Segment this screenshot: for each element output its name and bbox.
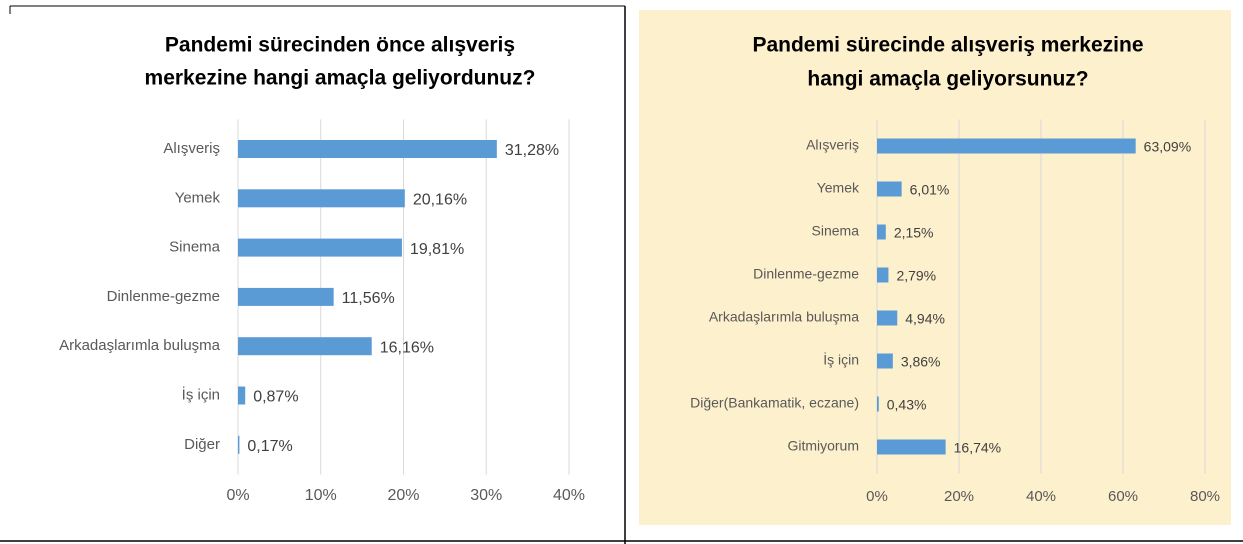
chart-title: Pandemi sürecinde alışveriş merkezine: [752, 34, 1143, 57]
x-tick-label: 20%: [387, 487, 419, 504]
data-label: 2,79%: [896, 268, 936, 284]
bar: [877, 439, 946, 455]
data-label: 2,15%: [894, 225, 934, 241]
data-label: 19,81%: [410, 241, 464, 258]
data-label: 11,56%: [342, 290, 395, 307]
x-tick-label: 40%: [1026, 488, 1056, 505]
bar: [877, 267, 889, 283]
chart-title: Pandemi sürecinden önce alışveriş: [165, 34, 515, 57]
y-tick-label: Diğer: [184, 436, 220, 453]
bar: [238, 386, 246, 405]
chart-title: hangi amaçla geliyorsunuz?: [807, 68, 1088, 91]
x-tick-label: 30%: [470, 487, 502, 504]
y-tick-label: Sinema: [169, 239, 221, 256]
x-tick-label: 20%: [944, 488, 974, 505]
y-tick-label: İş için: [182, 385, 220, 403]
data-label: 16,74%: [954, 440, 1001, 456]
y-tick-label: Yemek: [175, 189, 221, 206]
data-label: 0,87%: [253, 389, 298, 406]
bar: [238, 287, 334, 306]
data-label: 20,16%: [413, 192, 467, 209]
y-tick-label: Alışveriş: [806, 137, 859, 153]
y-tick-label: Dinlenme-gezme: [753, 266, 859, 282]
bar: [877, 181, 902, 197]
bar: [238, 238, 402, 257]
x-tick-label: 80%: [1190, 488, 1220, 505]
bar: [238, 189, 405, 208]
data-label: 63,09%: [1144, 139, 1191, 155]
data-label: 4,94%: [905, 311, 945, 327]
bar: [877, 224, 886, 240]
data-label: 3,86%: [901, 354, 941, 370]
bar: [238, 435, 240, 454]
y-tick-label: İş için: [823, 351, 859, 368]
y-tick-label: Alışveriş: [163, 140, 220, 157]
x-tick-label: 40%: [553, 487, 585, 504]
y-tick-label: Arkadaşlarımla buluşma: [709, 309, 859, 325]
y-tick-label: Dinlenme-gezme: [107, 288, 220, 305]
bar: [877, 353, 893, 369]
data-label: 0,17%: [247, 438, 292, 455]
bar: [238, 337, 372, 356]
bar: [877, 310, 898, 326]
bar: [877, 138, 1136, 154]
y-tick-label: Arkadaşlarımla buluşma: [59, 337, 221, 354]
x-tick-label: 60%: [1108, 488, 1138, 505]
y-tick-label: Diğer(Bankamatik, eczane): [690, 395, 859, 411]
chart-title: merkezine hangi amaçla geliyordunuz?: [145, 67, 536, 90]
x-tick-label: 0%: [226, 487, 249, 504]
x-tick-label: 0%: [866, 488, 888, 505]
data-label: 0,43%: [887, 397, 927, 413]
data-label: 6,01%: [910, 182, 950, 198]
bar: [238, 140, 497, 158]
panel-background: [639, 10, 1231, 525]
x-tick-label: 10%: [305, 487, 337, 504]
y-tick-label: Yemek: [817, 180, 860, 196]
data-label: 16,16%: [380, 339, 434, 356]
bar: [877, 396, 879, 412]
data-label: 31,28%: [505, 142, 559, 159]
y-tick-label: Gitmiyorum: [787, 438, 859, 454]
y-tick-label: Sinema: [812, 223, 860, 239]
